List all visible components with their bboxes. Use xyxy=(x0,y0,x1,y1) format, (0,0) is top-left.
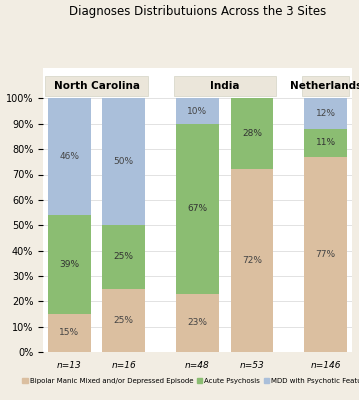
Text: 39%: 39% xyxy=(59,260,79,269)
Text: n=146: n=146 xyxy=(311,361,341,370)
FancyBboxPatch shape xyxy=(46,76,148,96)
Bar xyxy=(176,98,219,124)
Bar xyxy=(48,314,90,352)
Text: India: India xyxy=(210,81,239,91)
Bar xyxy=(231,98,274,170)
Bar xyxy=(102,98,145,225)
Title: Diagnoses Distributuions Across the 3 Sites: Diagnoses Distributuions Across the 3 Si… xyxy=(69,5,326,18)
Text: n=13: n=13 xyxy=(57,361,81,370)
Text: Recurrent: Recurrent xyxy=(230,88,274,97)
Text: 12%: 12% xyxy=(316,109,336,118)
Bar xyxy=(102,225,145,289)
Text: n=53: n=53 xyxy=(240,361,265,370)
Text: 23%: 23% xyxy=(187,318,208,327)
Bar xyxy=(304,157,347,352)
Text: First: First xyxy=(316,88,335,97)
Text: Netherlands: Netherlands xyxy=(290,81,359,91)
Legend: Bipolar Manic Mixed and/or Depressed Episode, Acute Psychosis, MDD with Psychoti: Bipolar Manic Mixed and/or Depressed Epi… xyxy=(19,375,359,387)
Text: 50%: 50% xyxy=(114,157,134,166)
Text: n=48: n=48 xyxy=(185,361,210,370)
Text: 72%: 72% xyxy=(242,256,262,265)
Bar xyxy=(48,98,90,215)
Text: 77%: 77% xyxy=(316,250,336,259)
Bar xyxy=(304,129,347,157)
Text: 25%: 25% xyxy=(114,252,134,262)
Text: 10%: 10% xyxy=(187,107,208,116)
Text: First: First xyxy=(60,88,79,97)
Text: 67%: 67% xyxy=(187,204,208,213)
FancyBboxPatch shape xyxy=(302,76,349,96)
Text: n=16: n=16 xyxy=(111,361,136,370)
Text: Recurrent: Recurrent xyxy=(102,88,146,97)
Bar xyxy=(102,289,145,352)
Text: 15%: 15% xyxy=(59,328,79,338)
Text: First: First xyxy=(188,88,207,97)
Bar xyxy=(176,294,219,352)
Bar xyxy=(304,98,347,129)
Text: 46%: 46% xyxy=(59,152,79,161)
Text: 11%: 11% xyxy=(316,138,336,147)
FancyBboxPatch shape xyxy=(174,76,276,96)
Bar xyxy=(48,215,90,314)
Text: 25%: 25% xyxy=(114,316,134,325)
Text: North Carolina: North Carolina xyxy=(53,81,140,91)
Bar xyxy=(231,170,274,352)
Text: 28%: 28% xyxy=(242,130,262,138)
Bar xyxy=(176,124,219,294)
